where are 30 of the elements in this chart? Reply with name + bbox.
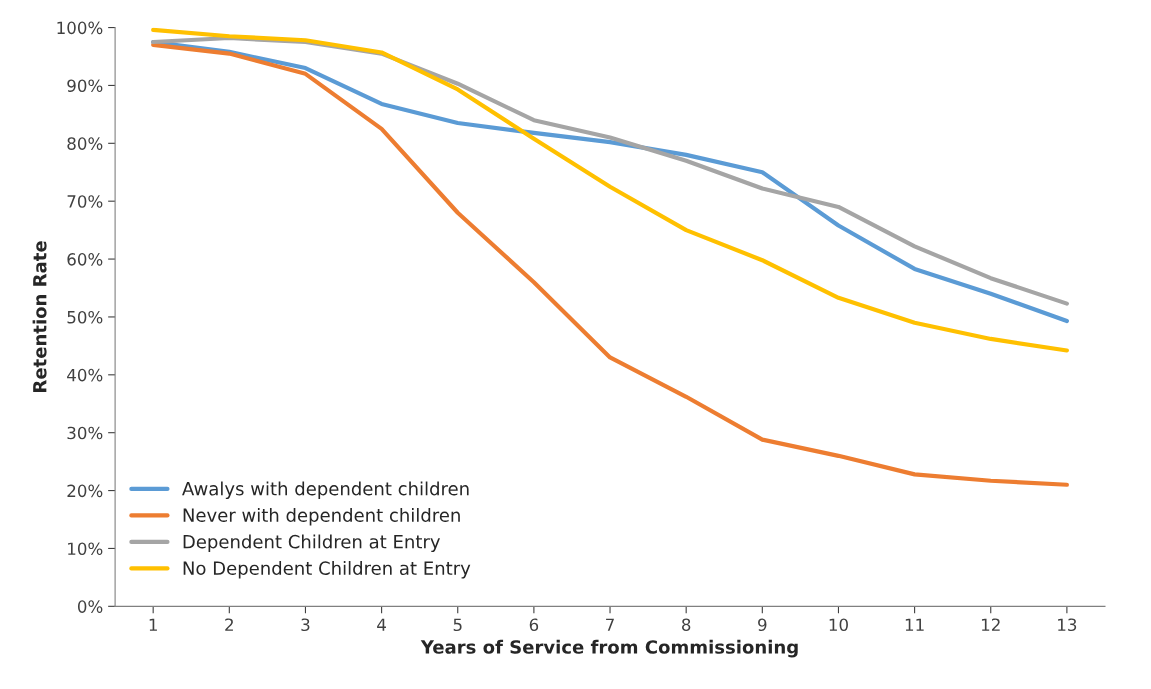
x-tick-label: 2	[225, 618, 233, 631]
x-tick-label: 6	[529, 618, 539, 632]
y-tick-label: 60%	[67, 253, 103, 266]
x-tick-label: 4	[377, 618, 386, 631]
y-tick-label: 90%	[67, 79, 103, 93]
x-tick-label: 7	[606, 618, 614, 631]
x-tick-label: 1	[149, 618, 157, 631]
x-tick-label: 3	[301, 618, 310, 632]
y-tick-label: 80%	[67, 137, 103, 150]
y-tick-label: 20%	[67, 484, 103, 498]
y-tick-label: 70%	[67, 195, 103, 208]
x-tick-label: 12	[981, 618, 1000, 631]
y-tick-label: 10%	[68, 542, 103, 556]
x-tick-label: 8	[682, 618, 691, 632]
legend-label: No Dependent Children at Entry	[183, 561, 471, 579]
legend-label: Dependent Children at Entry	[183, 534, 440, 552]
y-tick-label: 100%	[57, 21, 103, 35]
x-tick-label: 13	[1058, 618, 1077, 632]
y-tick-label: 40%	[67, 368, 103, 382]
y-tick-label: 0%	[77, 600, 103, 613]
y-tick-label: 30%	[67, 426, 103, 440]
x-axis-title: Years of Service from Commissioning	[420, 639, 798, 658]
y-axis-title: Retention Rate	[32, 241, 47, 392]
x-tick-label: 11	[905, 618, 924, 631]
legend-label: Awalys with dependent children	[182, 481, 469, 499]
x-tick-label: 5	[453, 618, 462, 632]
y-tick-label: 50%	[67, 310, 103, 324]
x-tick-label: 10	[829, 618, 848, 632]
legend-label: Never with dependent children	[183, 508, 460, 526]
x-tick-label: 9	[758, 618, 767, 632]
